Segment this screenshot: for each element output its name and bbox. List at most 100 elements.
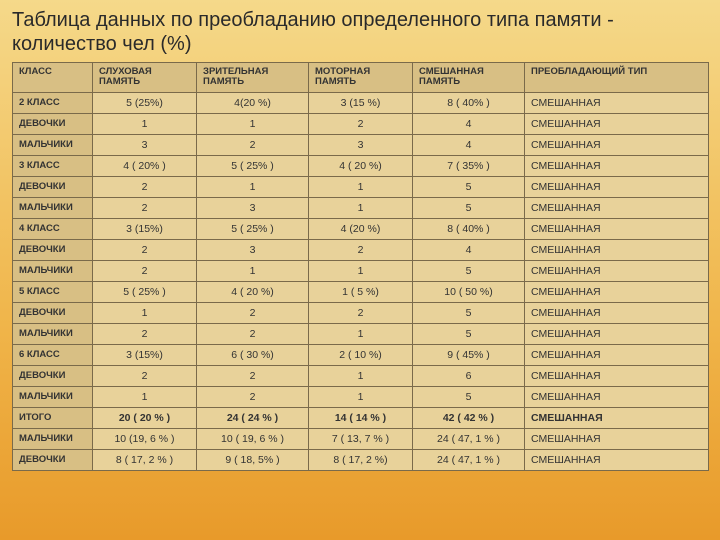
cell: 1 ( 5 %): [309, 281, 413, 302]
cell: 8 ( 40% ): [413, 92, 525, 113]
table-row: МАЛЬЧИКИ10 (19, 6 % )10 ( 19, 6 % )7 ( 1…: [13, 428, 709, 449]
cell: 2: [93, 239, 197, 260]
col-class: КЛАСС: [13, 63, 93, 93]
cell: 24 ( 24 % ): [197, 407, 309, 428]
table-row: МАЛЬЧИКИ2315СМЕШАННАЯ: [13, 197, 709, 218]
cell: 1: [197, 260, 309, 281]
cell: 2: [309, 239, 413, 260]
cell: 24 ( 47, 1 % ): [413, 428, 525, 449]
table-row: 5 КЛАСС5 ( 25% )4 ( 20 %)1 ( 5 %)10 ( 50…: [13, 281, 709, 302]
cell: 3: [197, 239, 309, 260]
cell: 2 ( 10 %): [309, 344, 413, 365]
cell: 6 ( 30 %): [197, 344, 309, 365]
cell: 4: [413, 113, 525, 134]
row-label: 4 КЛАСС: [13, 218, 93, 239]
cell: СМЕШАННАЯ: [525, 407, 709, 428]
cell: 3: [309, 134, 413, 155]
cell: 1: [309, 197, 413, 218]
row-label: ДЕВОЧКИ: [13, 176, 93, 197]
row-label: ДЕВОЧКИ: [13, 365, 93, 386]
row-label: 2 КЛАСС: [13, 92, 93, 113]
cell: СМЕШАННАЯ: [525, 260, 709, 281]
cell: 2: [197, 386, 309, 407]
cell: 2: [93, 365, 197, 386]
cell: 1: [197, 176, 309, 197]
table-row: ДЕВОЧКИ2324СМЕШАННАЯ: [13, 239, 709, 260]
table-row: ДЕВОЧКИ8 ( 17, 2 % )9 ( 18, 5% )8 ( 17, …: [13, 449, 709, 470]
cell: 4 ( 20 %): [197, 281, 309, 302]
row-label: МАЛЬЧИКИ: [13, 323, 93, 344]
cell: 2: [309, 302, 413, 323]
row-label: 6 КЛАСС: [13, 344, 93, 365]
cell: СМЕШАННАЯ: [525, 281, 709, 302]
cell: 1: [309, 386, 413, 407]
table-row: ДЕВОЧКИ2216СМЕШАННАЯ: [13, 365, 709, 386]
cell: 5 ( 25% ): [93, 281, 197, 302]
table-row: 6 КЛАСС3 (15%)6 ( 30 %)2 ( 10 %)9 ( 45% …: [13, 344, 709, 365]
cell: 14 ( 14 % ): [309, 407, 413, 428]
row-label: МАЛЬЧИКИ: [13, 260, 93, 281]
memory-table: КЛАСС СЛУХОВАЯ ПАМЯТЬ ЗРИТЕЛЬНАЯ ПАМЯТЬ …: [12, 62, 709, 471]
table-row: 2 КЛАСС5 (25%)4(20 %)3 (15 %)8 ( 40% )СМ…: [13, 92, 709, 113]
cell: 4 (20 %): [309, 218, 413, 239]
cell: 8 ( 17, 2 % ): [93, 449, 197, 470]
cell: 4: [413, 134, 525, 155]
row-label: ДЕВОЧКИ: [13, 449, 93, 470]
col-dominant: ПРЕОБЛАДАЮЩИЙ ТИП: [525, 63, 709, 93]
cell: СМЕШАННАЯ: [525, 428, 709, 449]
row-label: ДЕВОЧКИ: [13, 113, 93, 134]
cell: СМЕШАННАЯ: [525, 344, 709, 365]
cell: 4: [413, 239, 525, 260]
cell: 2: [93, 197, 197, 218]
cell: 20 ( 20 % ): [93, 407, 197, 428]
cell: СМЕШАННАЯ: [525, 302, 709, 323]
col-motor: МОТОРНАЯ ПАМЯТЬ: [309, 63, 413, 93]
cell: СМЕШАННАЯ: [525, 365, 709, 386]
page-title: Таблица данных по преобладанию определен…: [12, 8, 708, 56]
cell: СМЕШАННАЯ: [525, 134, 709, 155]
row-label: МАЛЬЧИКИ: [13, 428, 93, 449]
row-label: 3 КЛАСС: [13, 155, 93, 176]
cell: 2: [309, 113, 413, 134]
cell: СМЕШАННАЯ: [525, 113, 709, 134]
cell: 5: [413, 323, 525, 344]
cell: 5: [413, 197, 525, 218]
cell: 9 ( 45% ): [413, 344, 525, 365]
cell: СМЕШАННАЯ: [525, 239, 709, 260]
cell: 4(20 %): [197, 92, 309, 113]
cell: 1: [309, 323, 413, 344]
cell: 3 (15 %): [309, 92, 413, 113]
cell: 10 ( 19, 6 % ): [197, 428, 309, 449]
cell: 1: [93, 386, 197, 407]
cell: 1: [309, 260, 413, 281]
cell: 1: [309, 365, 413, 386]
cell: СМЕШАННАЯ: [525, 323, 709, 344]
table-row: МАЛЬЧИКИ2215СМЕШАННАЯ: [13, 323, 709, 344]
cell: 1: [197, 113, 309, 134]
row-label: МАЛЬЧИКИ: [13, 134, 93, 155]
cell: 2: [93, 176, 197, 197]
cell: 3: [93, 134, 197, 155]
table-row: МАЛЬЧИКИ2115СМЕШАННАЯ: [13, 260, 709, 281]
cell: 5: [413, 260, 525, 281]
cell: 5 (25%): [93, 92, 197, 113]
table-row: ИТОГО20 ( 20 % )24 ( 24 % )14 ( 14 % )42…: [13, 407, 709, 428]
cell: 6: [413, 365, 525, 386]
cell: 1: [93, 302, 197, 323]
cell: 2: [93, 260, 197, 281]
col-auditory: СЛУХОВАЯ ПАМЯТЬ: [93, 63, 197, 93]
table-row: 3 КЛАСС4 ( 20% )5 ( 25% )4 ( 20 %)7 ( 35…: [13, 155, 709, 176]
cell: 5 ( 25% ): [197, 155, 309, 176]
cell: СМЕШАННАЯ: [525, 218, 709, 239]
cell: 10 (19, 6 % ): [93, 428, 197, 449]
cell: 7 ( 13, 7 % ): [309, 428, 413, 449]
cell: 5 ( 25% ): [197, 218, 309, 239]
cell: СМЕШАННАЯ: [525, 176, 709, 197]
cell: 4 ( 20% ): [93, 155, 197, 176]
cell: 9 ( 18, 5% ): [197, 449, 309, 470]
table-header-row: КЛАСС СЛУХОВАЯ ПАМЯТЬ ЗРИТЕЛЬНАЯ ПАМЯТЬ …: [13, 63, 709, 93]
row-label: ДЕВОЧКИ: [13, 302, 93, 323]
cell: 3 (15%): [93, 344, 197, 365]
col-visual: ЗРИТЕЛЬНАЯ ПАМЯТЬ: [197, 63, 309, 93]
cell: 2: [197, 134, 309, 155]
